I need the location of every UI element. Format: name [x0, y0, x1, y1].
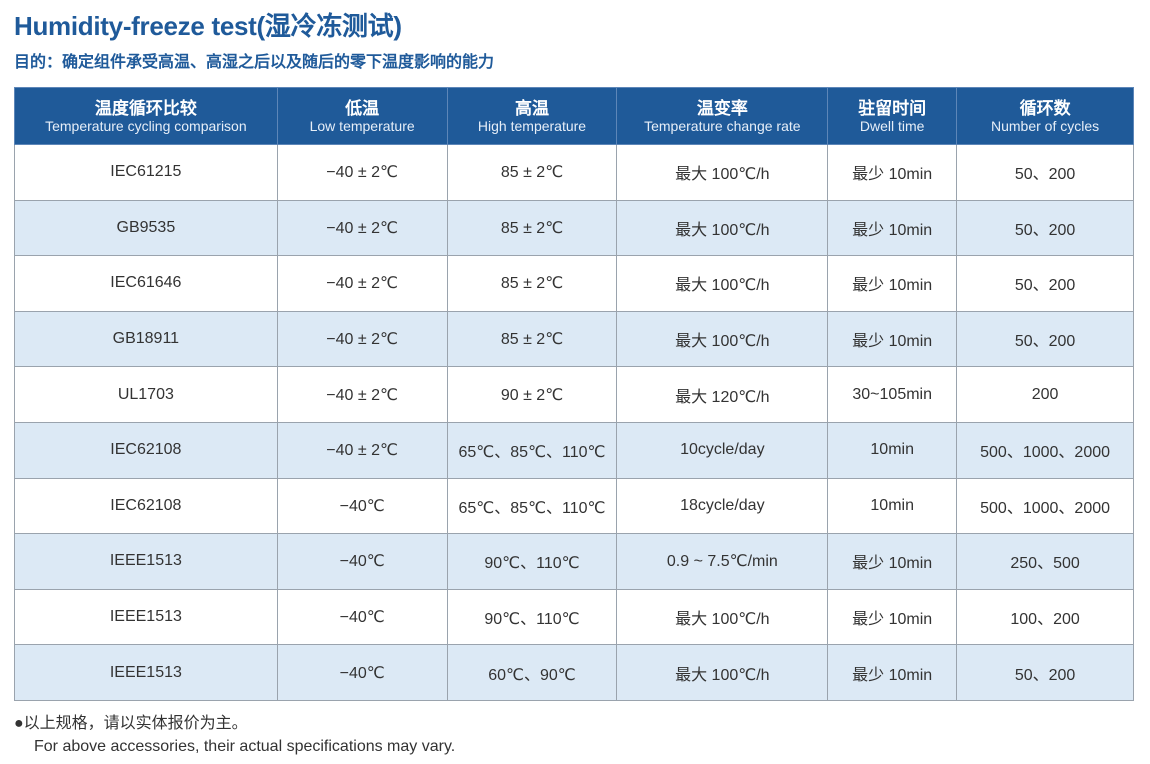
table-cell: 50、200 [956, 144, 1134, 201]
table-cell: 最大 100℃/h [616, 644, 829, 701]
table-cell: 50、200 [956, 644, 1134, 701]
table-cell: −40 ± 2℃ [276, 144, 448, 201]
table-cell: 500、1000、2000 [956, 421, 1134, 479]
table-cell: 最大 100℃/h [616, 144, 829, 201]
table-cell: 60℃、90℃ [446, 644, 618, 701]
footnote-cn: ●以上规格，请以实体报价为主。 [14, 715, 248, 732]
table-cell: 250、500 [956, 533, 1134, 590]
table-cell: 100、200 [956, 588, 1134, 646]
table-cell: IEEE1513 [14, 644, 278, 701]
table-cell: 最少 10min [827, 644, 958, 701]
table-cell: IEC62108 [14, 421, 278, 479]
header-en: Low temperature [309, 117, 415, 134]
table-cell: 90℃、110℃ [446, 588, 618, 646]
header-cn: 温度循环比较 [94, 98, 197, 118]
table-cell: −40℃ [276, 477, 448, 535]
table-cell: −40 ± 2℃ [276, 255, 448, 312]
table-cell: 85 ± 2℃ [446, 255, 618, 312]
table-cell: IEC61646 [14, 255, 278, 312]
table-row: GB9535 −40 ± 2℃ 85 ± 2℃ 最大 100℃/h 最少 10min 50… [14, 199, 1134, 257]
table-cell: 50、200 [956, 199, 1134, 257]
table-cell: 30~105min [827, 366, 958, 423]
table-cell: 0.9 ~ 7.5℃/min [616, 533, 829, 590]
column-header: 驻留时间 Dwell time [827, 87, 958, 145]
table-cell: 65℃、85℃、110℃ [446, 477, 618, 535]
table-cell: 最少 10min [827, 588, 958, 646]
table-cell: −40 ± 2℃ [276, 199, 448, 257]
column-header: 高温 High temperature [446, 87, 618, 145]
table-cell: 最少 10min [827, 199, 958, 257]
table-row: IEC61215 −40 ± 2℃ 85 ± 2℃ 最大 100℃/h 最少 10min… [14, 144, 1134, 201]
table-cell: 90℃、110℃ [446, 533, 618, 590]
column-header: 低温 Low temperature [276, 87, 448, 145]
table-cell: −40℃ [276, 644, 448, 701]
header-cn: 驻留时间 [858, 98, 927, 118]
table-cell: 最大 100℃/h [616, 588, 829, 646]
table-row: IEC61646 −40 ± 2℃ 85 ± 2℃ 最大 100℃/h 最少 10min… [14, 255, 1134, 312]
table-cell: 最大 100℃/h [616, 310, 829, 368]
table-cell: −40℃ [276, 588, 448, 646]
header-en: Temperature change rate [644, 117, 801, 134]
page-title: Humidity-freeze test(湿冷冻测试) [14, 11, 402, 41]
spec-table: 温度循环比较 Temperature cycling comparison 低温 Lo… [14, 87, 1134, 701]
page-subtitle: 目的：确定组件承受高温、高湿之后以及随后的零下温度影响的能力 [14, 54, 495, 71]
table-cell: −40℃ [276, 533, 448, 590]
table-cell: −40 ± 2℃ [276, 421, 448, 479]
table-cell: IEC61215 [14, 144, 278, 201]
table-cell: 90 ± 2℃ [446, 366, 618, 423]
header-en: Number of cycles [991, 117, 1100, 134]
table-cell: 500、1000、2000 [956, 477, 1134, 535]
header-row: 温度循环比较 Temperature cycling comparison 低温 Lo… [14, 87, 1134, 145]
column-header: 循环数 Number of cycles [956, 87, 1134, 145]
table-row: GB18911 −40 ± 2℃ 85 ± 2℃ 最大 100℃/h 最少 10min 5… [14, 310, 1134, 368]
table-row: IEEE1513 −40℃ 60℃、90℃ 最大 100℃/h 最少 10min 50、2… [14, 644, 1134, 701]
table-cell: 10min [827, 477, 958, 535]
table-cell: 最大 100℃/h [616, 255, 829, 312]
footnote: ●以上规格，请以实体报价为主。 For above accessories, t… [14, 712, 455, 758]
header-cn: 温变率 [696, 98, 748, 118]
table-cell: −40 ± 2℃ [276, 366, 448, 423]
table-cell: UL1703 [14, 366, 278, 423]
table-cell: 200 [956, 366, 1134, 423]
table-cell: GB9535 [14, 199, 278, 257]
header-cn: 低温 [345, 98, 380, 118]
header-cn: 高温 [515, 98, 549, 118]
table-cell: 85 ± 2℃ [446, 199, 618, 257]
table-cell: 10min [827, 421, 958, 479]
table-cell: 最少 10min [827, 255, 958, 312]
header-cn: 循环数 [1019, 98, 1071, 118]
table-row: IEC62108 −40℃ 65℃、85℃、110℃ 18cycle/day 10min… [14, 477, 1134, 535]
table-cell: IEEE1513 [14, 533, 278, 590]
table-cell: −40 ± 2℃ [276, 310, 448, 368]
table-cell: 最少 10min [827, 310, 958, 368]
table-cell: 最大 120℃/h [616, 366, 829, 423]
column-header: 温度循环比较 Temperature cycling comparison [14, 87, 278, 145]
table-cell: 85 ± 2℃ [446, 310, 618, 368]
table-cell: 50、200 [956, 255, 1134, 312]
table-cell: 85 ± 2℃ [446, 144, 618, 201]
table-cell: IEC62108 [14, 477, 278, 535]
table-cell: 10cycle/day [616, 421, 829, 479]
table-cell: 最少 10min [827, 533, 958, 590]
table-cell: IEEE1513 [14, 588, 278, 646]
table-cell: 18cycle/day [616, 477, 829, 535]
table-cell: 65℃、85℃、110℃ [446, 421, 618, 479]
column-header: 温变率 Temperature change rate [616, 87, 829, 145]
header-en: Dwell time [859, 117, 925, 134]
table-cell: 50、200 [956, 310, 1134, 368]
table-row: IEEE1513 −40℃ 90℃、110℃ 0.9 ~ 7.5℃/min 最少 10m… [14, 533, 1134, 590]
table-cell: 最少 10min [827, 144, 958, 201]
footnote-en: For above accessories, their actual spec… [34, 738, 456, 755]
table-row: UL1703 −40 ± 2℃ 90 ± 2℃ 最大 120℃/h 30~105min 2… [14, 366, 1134, 423]
table-cell: GB18911 [14, 310, 278, 368]
header-en: Temperature cycling comparison [45, 117, 247, 134]
table-row: IEC62108 −40 ± 2℃ 65℃、85℃、110℃ 10cycle/day 1… [14, 421, 1134, 479]
table-row: IEEE1513 −40℃ 90℃、110℃ 最大 100℃/h 最少 10min 100… [14, 588, 1134, 646]
header-en: High temperature [477, 117, 587, 134]
table-cell: 最大 100℃/h [616, 199, 829, 257]
